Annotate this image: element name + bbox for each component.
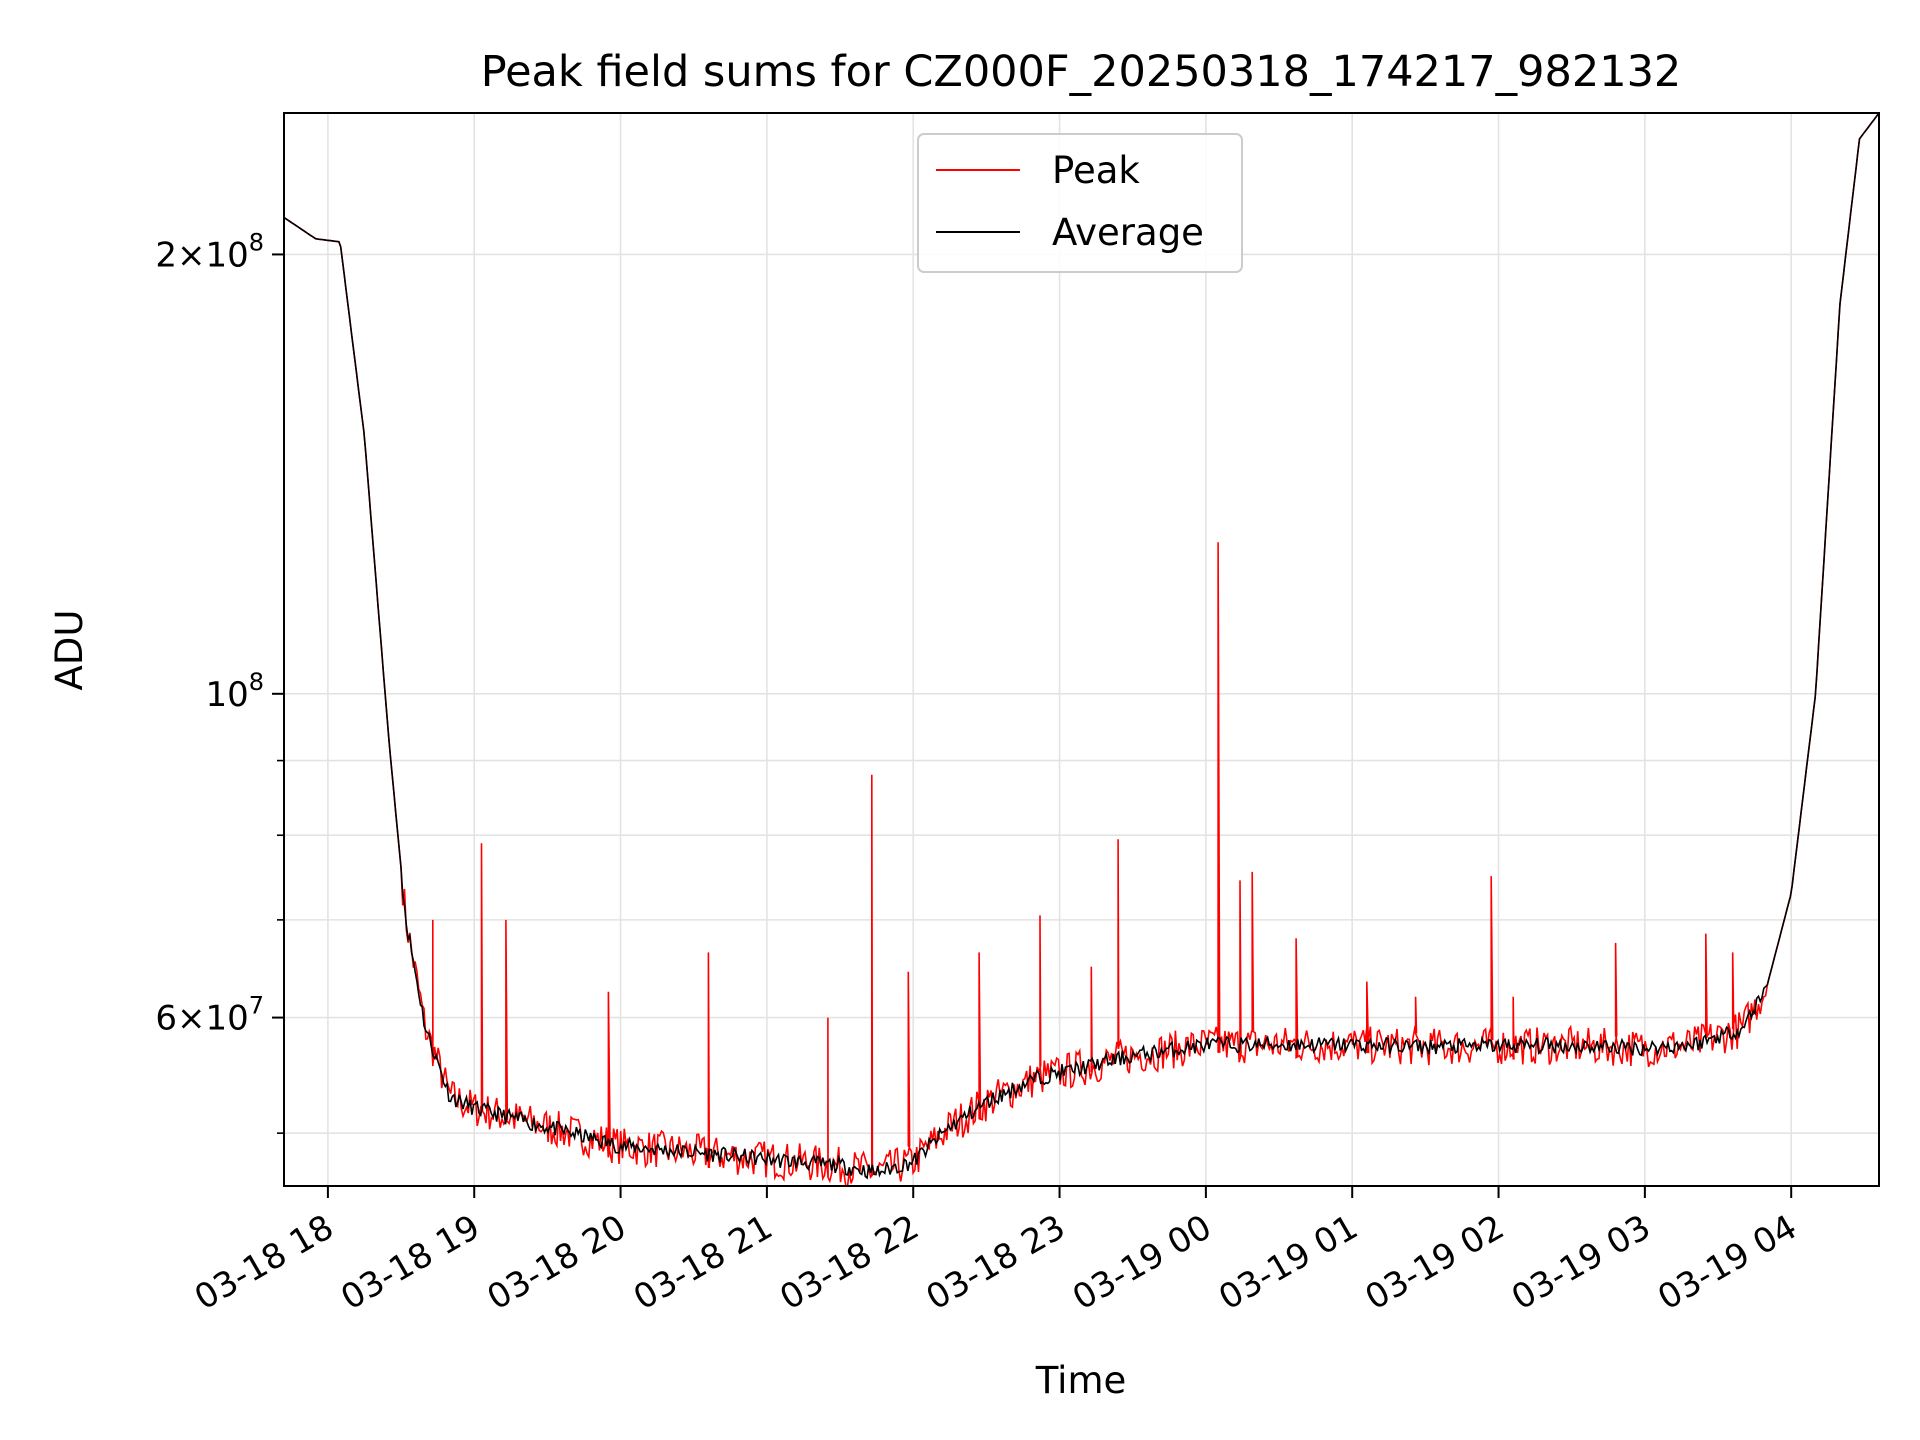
x-axis-label: Time [1035,1359,1127,1402]
axes-frame [283,112,1880,1187]
plot-area [284,113,1879,1186]
legend: Peak Average [917,133,1243,273]
y-axis-label: ADU [48,610,91,691]
chart-title: Peak field sums for CZ000F_20250318_1742… [481,47,1682,97]
y-tick-label: 108 [205,668,264,715]
y-axis-ticks: 2×108 108 6×107 [155,228,284,1134]
plot-series-layer [284,113,1879,1186]
legend-average-label: Average [1052,211,1204,254]
grid-lines [284,113,1879,1186]
y-tick-label: 6×107 [155,992,264,1039]
legend-peak-label: Peak [1052,149,1140,192]
series-average-line [284,113,1879,1180]
legend-box [917,133,1243,273]
y-tick-label: 2×108 [155,228,264,275]
